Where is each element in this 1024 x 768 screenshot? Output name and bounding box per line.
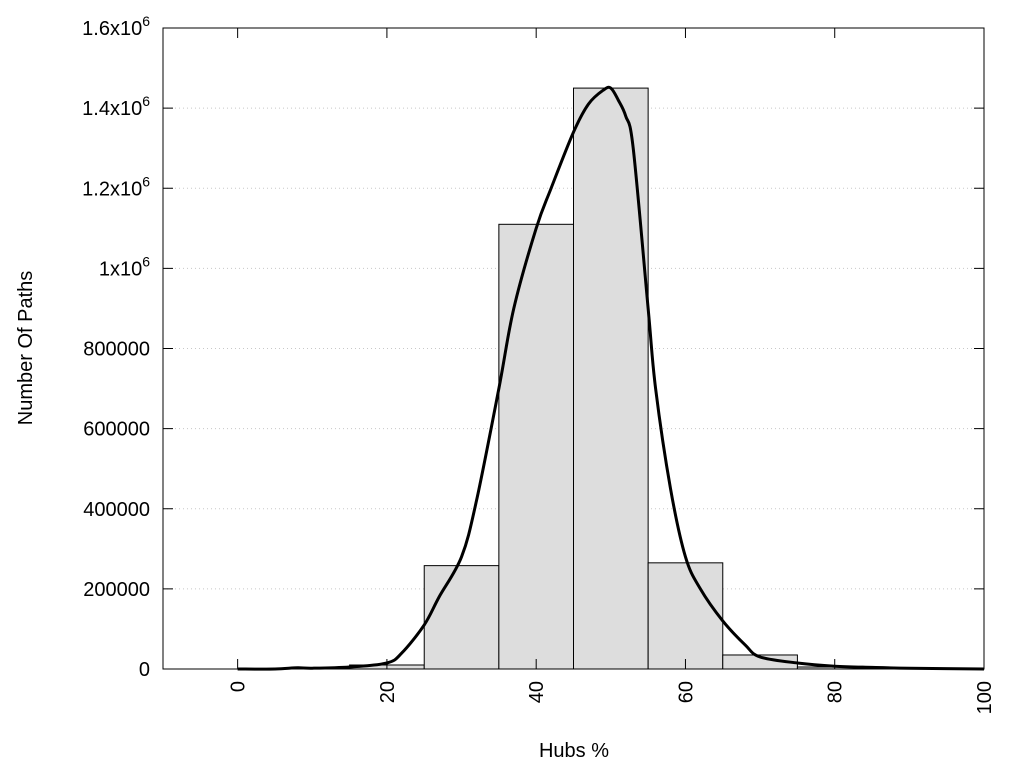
histogram-bars (274, 87, 873, 670)
x-tick-label: 0 (228, 681, 250, 692)
x-axis-ticks: 0 20 40 60 80 100 (228, 28, 996, 714)
y-tick-label: 1x106 (99, 253, 150, 280)
y-tick-label: 1.6x106 (82, 13, 150, 40)
x-axis-title: Hubs % (539, 740, 609, 762)
y-tick-exponent: 6 (142, 173, 150, 189)
x-tick-label: 100 (974, 681, 996, 714)
distribution-curve (237, 85, 985, 671)
y-tick-exponent: 6 (142, 253, 150, 269)
x-tick-label: 20 (377, 681, 399, 703)
y-tick-label: 0 (139, 659, 150, 681)
histogram-bar (647, 562, 724, 670)
x-tick-label: 40 (526, 681, 548, 703)
histogram-bar (498, 223, 575, 670)
y-tick-exponent: 6 (142, 13, 150, 29)
y-tick-label: 600000 (83, 419, 150, 441)
distribution-curve-layer (237, 85, 985, 671)
y-axis-ticks: 0 200000 400000 600000 800000 1x106 1.2x106 1.4… (82, 13, 984, 681)
y-axis-title: Number Of Paths (15, 271, 37, 426)
histogram-bar (423, 565, 500, 670)
x-tick-label: 80 (825, 681, 847, 703)
y-tick-label: 200000 (83, 579, 150, 601)
y-tick-exponent: 6 (142, 93, 150, 109)
y-tick-label: 800000 (83, 339, 150, 361)
x-tick-label: 60 (675, 681, 697, 703)
y-tick-label: 1.4x106 (82, 93, 150, 120)
y-tick-label: 1.2x106 (82, 173, 150, 200)
y-tick-label: 400000 (83, 499, 150, 521)
grid-lines (163, 107, 984, 590)
